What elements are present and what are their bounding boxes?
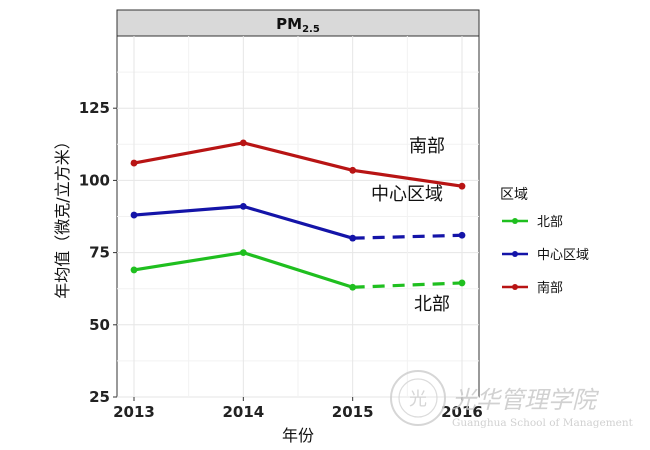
legend-dot-south: [512, 284, 518, 290]
legend-title: 区域: [500, 187, 528, 203]
watermark-seal-inner: [398, 378, 438, 418]
y-tick-label: 125: [79, 99, 110, 117]
facet-strip-title: PM2.5: [276, 15, 320, 35]
legend-item-south: 南部: [502, 280, 563, 296]
x-tick-label: 2014: [222, 403, 264, 421]
y-axis: 25 50 75 100 125: [79, 99, 117, 406]
series-lines: [130, 139, 466, 291]
facet-title-subscript: 2.5: [302, 24, 320, 35]
watermark: 光 光华管理学院 Guanghua School of Management: [390, 370, 634, 429]
legend-item-central: 中心区域: [502, 248, 589, 263]
x-tick-label: 2015: [332, 403, 374, 421]
legend-dot-central: [512, 251, 518, 257]
data-point: [458, 182, 466, 190]
x-tick-label: 2016: [441, 403, 483, 421]
series-2: [130, 139, 466, 190]
series-0: [130, 249, 466, 291]
series-dashed-segment-1: [352, 233, 463, 240]
series-dashed-segment-0: [352, 281, 463, 289]
series-1: [130, 202, 466, 242]
data-point: [239, 139, 247, 147]
y-tick-label: 50: [89, 316, 110, 334]
data-point: [239, 202, 247, 210]
data-point: [458, 279, 466, 287]
data-point: [349, 234, 357, 242]
legend: 区域 北部 中心区域 南部: [500, 187, 589, 296]
legend-dot-north: [512, 218, 518, 224]
watermark-text-cn: 光华管理学院: [452, 386, 600, 414]
watermark-seal-outer: [390, 370, 446, 426]
x-tick-label: 2013: [113, 403, 155, 421]
annotation-south: 南部: [409, 136, 445, 157]
y-tick-label: 75: [89, 244, 110, 262]
data-point: [458, 231, 466, 239]
annotation-central: 中心区域: [371, 184, 443, 205]
watermark-text-en: Guanghua School of Management: [452, 417, 634, 429]
y-tick-label: 100: [79, 171, 110, 189]
data-point: [349, 166, 357, 174]
y-axis-title: 年均值（微克/立方米）: [53, 133, 72, 298]
data-point: [130, 211, 138, 219]
watermark-seal-glyph: 光: [409, 389, 427, 410]
y-tick-label: 25: [89, 388, 110, 406]
facet-title-main: PM: [276, 15, 302, 33]
legend-label-south: 南部: [537, 280, 563, 296]
data-point: [239, 249, 247, 256]
data-point: [130, 266, 138, 274]
annotation-north: 北部: [414, 294, 450, 315]
facet-strip: [116, 9, 480, 37]
x-axis: 2013 2014 2015 2016: [113, 397, 483, 421]
data-point: [130, 159, 138, 167]
data-point: [349, 283, 357, 291]
x-axis-title: 年份: [282, 426, 314, 445]
legend-item-north: 北部: [502, 215, 563, 230]
legend-label-central: 中心区域: [537, 248, 589, 263]
series-line-2: [133, 141, 463, 188]
legend-label-north: 北部: [537, 215, 563, 230]
